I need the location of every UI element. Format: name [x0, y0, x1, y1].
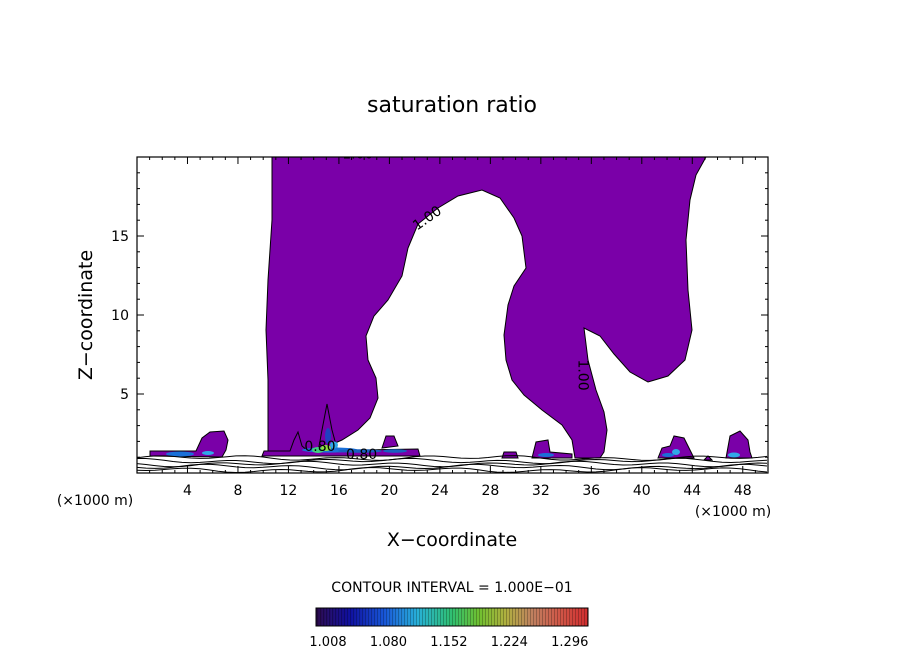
- cell-0: [149, 430, 229, 458]
- x-tick-label: 36: [582, 483, 600, 499]
- x-unit-right: (×1000 m): [695, 504, 771, 520]
- x-tick-label: 40: [633, 483, 651, 499]
- cell-core-7: [383, 449, 407, 453]
- contour-label: 0.80: [304, 439, 335, 455]
- x-tick-label: 4: [183, 483, 192, 499]
- colorbar-labels: 1.008 1.080 1.152 1.224 1.296: [309, 635, 588, 650]
- y-axis-ticks: 5 10 15: [111, 172, 768, 458]
- cell-core-4: [321, 445, 331, 451]
- y-tick-label: 10: [111, 308, 129, 324]
- cell-core-8: [538, 453, 554, 457]
- cell-1: [261, 430, 421, 457]
- cell-3: [381, 435, 399, 449]
- low-level-cells: [149, 403, 753, 461]
- y-axis-label: Z−coordinate: [75, 250, 97, 380]
- contour-label: 1.00: [342, 147, 373, 163]
- x-unit-left: (×1000 m): [57, 493, 133, 509]
- colorbar: [315, 607, 589, 627]
- saturation-region-main: [265, 157, 707, 459]
- x-tick-label: 28: [481, 483, 499, 499]
- cell-core-3: [312, 447, 324, 453]
- x-axis-ticks: 4 8 12 16 20 24 28 32 36 40 44 48: [149, 157, 756, 499]
- cell-core-10: [672, 449, 680, 455]
- cell-core-1: [202, 451, 214, 455]
- x-tick-label: 44: [683, 483, 701, 499]
- x-tick-label: 48: [734, 483, 752, 499]
- x-tick-label: 20: [380, 483, 398, 499]
- x-axis-label: X−coordinate: [387, 529, 517, 551]
- x-tick-label: 12: [280, 483, 298, 499]
- contour-label: 0.80: [346, 447, 377, 463]
- surface-contour-3: [137, 463, 768, 471]
- cell-8: [702, 455, 714, 461]
- contour-interval-text: CONTOUR INTERVAL = 1.000E−01: [331, 580, 572, 596]
- colorbar-label: 1.224: [491, 635, 528, 650]
- chart-title: saturation ratio: [367, 93, 537, 118]
- colorbar-label: 1.080: [370, 635, 407, 650]
- x-tick-label: 24: [431, 483, 449, 499]
- cell-core-6: [338, 449, 382, 453]
- contour-label: 1.00: [575, 359, 591, 390]
- surface-contours: [137, 455, 768, 473]
- colorbar-frame: [315, 607, 589, 627]
- x-tick-label: 16: [330, 483, 348, 499]
- cell-core-9: [662, 453, 674, 457]
- cell-core-11: [728, 452, 740, 458]
- y-tick-label: 5: [120, 387, 129, 403]
- colorbar-hatch: [316, 608, 588, 626]
- cell-4: [501, 451, 519, 459]
- x-tick-label: 32: [532, 483, 550, 499]
- colorbar-label: 1.152: [430, 635, 467, 650]
- plot-area: 1.001.001.000.800.80: [137, 147, 768, 473]
- colorbar-label: 1.008: [309, 635, 346, 650]
- cell-core-0: [166, 451, 194, 457]
- cell-core-12: [325, 428, 331, 444]
- y-tick-label: 15: [111, 229, 129, 245]
- cell-core-5: [330, 441, 338, 449]
- surface-contour-1: [137, 457, 768, 465]
- colorbar-label: 1.296: [551, 635, 588, 650]
- x-tick-label: 8: [233, 483, 242, 499]
